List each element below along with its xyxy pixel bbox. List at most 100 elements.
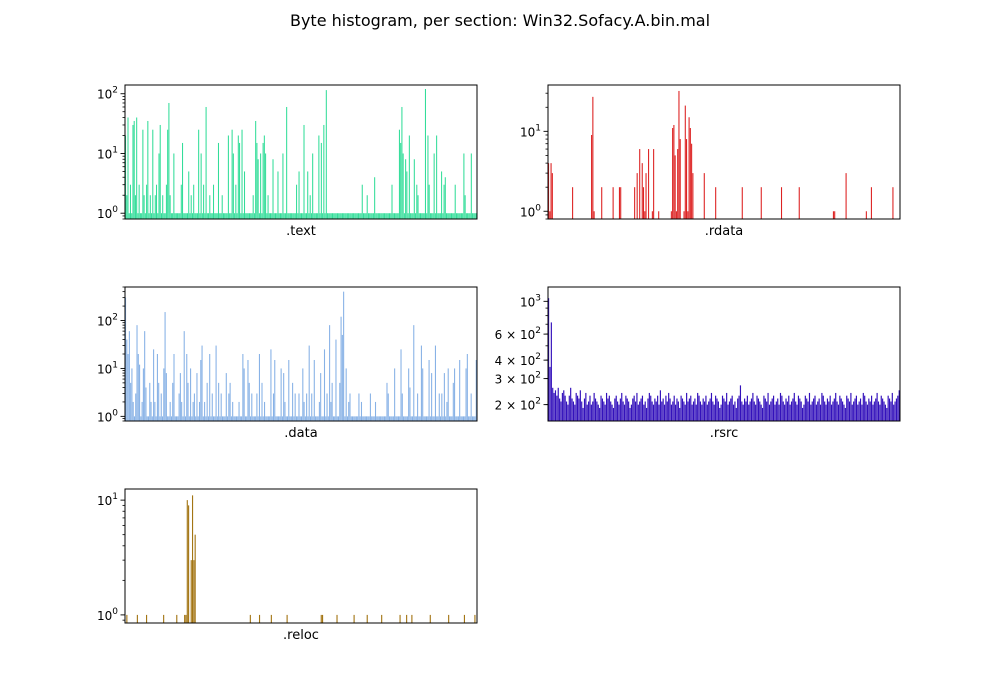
bar [379, 213, 381, 219]
y-tick-label: 100 [97, 408, 118, 424]
bar [387, 213, 389, 219]
bar [131, 213, 133, 219]
bar [548, 298, 550, 421]
bar [597, 404, 599, 421]
bar [140, 416, 142, 421]
bar [167, 129, 169, 219]
x-axis-label: .text [286, 224, 316, 239]
bar [220, 213, 222, 219]
bar [372, 416, 374, 421]
bar [636, 392, 638, 421]
bar [469, 416, 471, 421]
bar [165, 373, 167, 421]
bar [619, 398, 621, 421]
bar [237, 135, 239, 219]
bar [325, 90, 327, 219]
bar [438, 213, 440, 219]
bar [286, 614, 288, 623]
bar [312, 416, 314, 421]
bar [832, 211, 834, 219]
bar [265, 153, 267, 219]
bar [688, 117, 690, 219]
bar [391, 416, 393, 421]
bar [178, 393, 180, 421]
bar [346, 213, 348, 219]
subplot-data: 100 101 102 .data [97, 286, 478, 441]
bar [888, 398, 891, 421]
bar [675, 404, 677, 421]
bar [215, 213, 217, 219]
bar [686, 139, 688, 219]
bar [155, 416, 157, 421]
bar [697, 392, 699, 421]
bar [857, 404, 859, 421]
bar [785, 398, 787, 421]
bar [248, 213, 250, 219]
bar [141, 401, 143, 421]
bar [756, 395, 758, 421]
bar [348, 213, 350, 219]
bar [147, 416, 150, 421]
bar [257, 416, 259, 421]
bar [155, 184, 158, 219]
bar [871, 395, 873, 421]
bar [620, 187, 622, 219]
bar [163, 213, 165, 219]
y-tick-label: 103 [520, 293, 541, 309]
bar [132, 124, 134, 219]
bar [687, 401, 689, 421]
subplot-text: 100 101 102 .text [97, 84, 478, 239]
bar [590, 404, 592, 421]
bar [398, 129, 400, 219]
bar [149, 382, 151, 421]
bar [432, 416, 434, 421]
bar [451, 416, 453, 421]
bar [709, 398, 711, 421]
bar [876, 392, 878, 421]
bar [323, 349, 326, 421]
bar [283, 213, 285, 219]
bar [412, 213, 414, 219]
bar [475, 213, 477, 219]
bar [446, 401, 448, 421]
bar [399, 416, 401, 421]
bar [297, 213, 299, 219]
bar [846, 395, 848, 421]
bar [551, 173, 553, 219]
bar [549, 366, 551, 421]
bar [474, 416, 476, 421]
bar [186, 354, 188, 421]
bar [777, 398, 779, 421]
bar [413, 325, 415, 421]
bar [385, 213, 387, 219]
bar [468, 213, 470, 219]
bar [615, 395, 617, 421]
bar [614, 398, 616, 421]
bar [757, 398, 759, 421]
bar [468, 416, 470, 421]
bar [554, 390, 557, 421]
bar [403, 416, 405, 421]
bar [209, 354, 211, 421]
bar [170, 213, 172, 219]
bar [437, 416, 439, 421]
bar [741, 187, 743, 219]
bar [858, 401, 860, 421]
bar [548, 163, 550, 219]
bar [367, 213, 369, 219]
y-tick-label: 2 × 102 [495, 397, 541, 413]
bar [242, 354, 244, 421]
bar [214, 213, 216, 219]
bar [136, 117, 138, 219]
bar [200, 359, 202, 421]
bar [193, 184, 195, 219]
bar [741, 401, 743, 421]
bar [723, 398, 725, 421]
bar [405, 416, 407, 421]
bar [464, 416, 466, 421]
bar [409, 387, 411, 421]
bar [673, 395, 675, 421]
bar [836, 401, 838, 421]
bar [883, 401, 885, 421]
bar [804, 395, 806, 421]
